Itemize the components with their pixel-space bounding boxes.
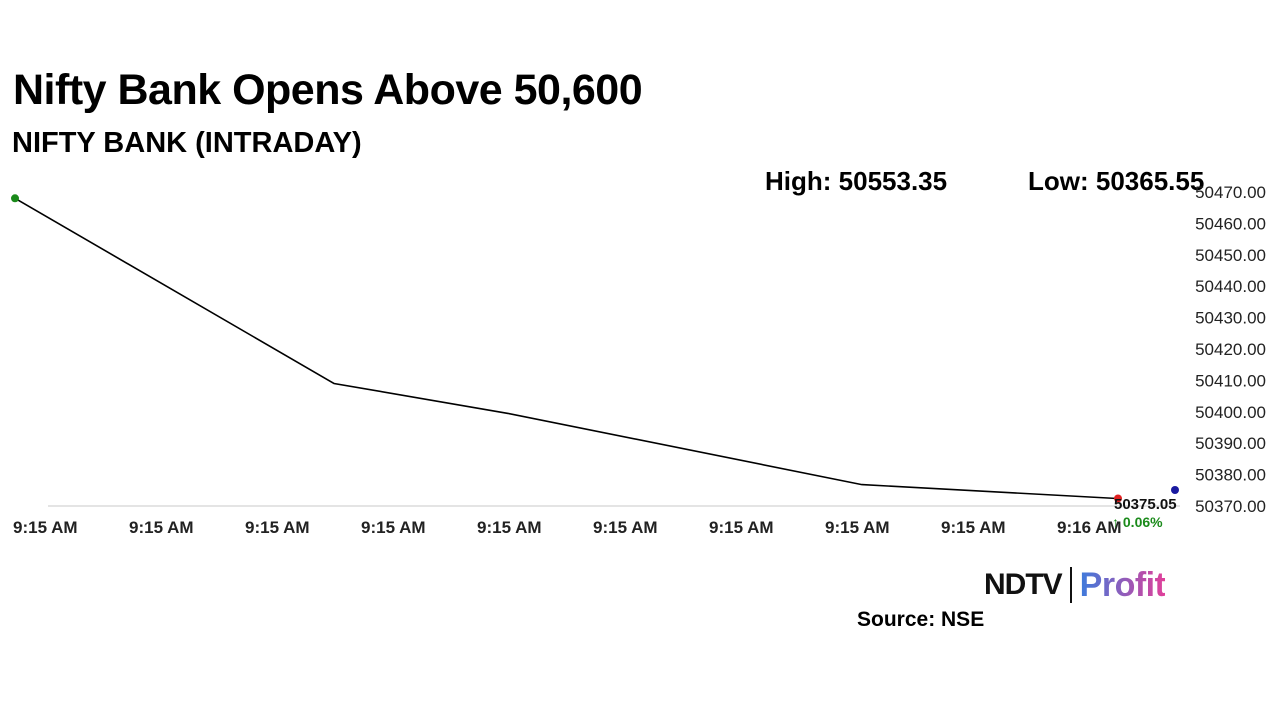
x-tick-label: 9:15 AM bbox=[477, 518, 542, 537]
change-label: ↑ 0.06% bbox=[1112, 514, 1163, 530]
last-value-label: 50375.05 bbox=[1114, 496, 1177, 513]
y-tick-label: 50410.00 bbox=[1195, 371, 1266, 390]
high-value: High: 50553.35 bbox=[765, 166, 948, 196]
y-tick-label: 50450.00 bbox=[1195, 246, 1266, 265]
y-tick-label: 50470.00 bbox=[1195, 183, 1266, 202]
source-note: Source: NSE bbox=[857, 608, 985, 631]
y-tick-label: 50430.00 bbox=[1195, 309, 1266, 328]
profit-logo-text: Profit bbox=[1079, 565, 1166, 604]
y-tick-label: 50390.00 bbox=[1195, 434, 1266, 453]
y-tick-label: 50420.00 bbox=[1195, 340, 1266, 359]
x-tick-label: 9:15 AM bbox=[709, 518, 774, 537]
chart-subtitle: NIFTY BANK (INTRADAY) bbox=[12, 127, 362, 159]
x-tick-label: 9:15 AM bbox=[245, 518, 310, 537]
x-tick-label: 9:15 AM bbox=[361, 518, 426, 537]
x-tick-label: 9:15 AM bbox=[593, 518, 658, 537]
series-line bbox=[14, 197, 1118, 500]
x-tick-label: 9:15 AM bbox=[825, 518, 890, 537]
y-tick-label: 50400.00 bbox=[1195, 403, 1266, 422]
reference-marker bbox=[1171, 486, 1179, 494]
low-value: Low: 50365.55 bbox=[1028, 166, 1205, 196]
x-tick-label: 9:15 AM bbox=[13, 518, 78, 537]
logo-divider bbox=[1069, 567, 1072, 603]
ndtv-profit-logo: NDTV Profit bbox=[984, 563, 1166, 607]
y-tick-label: 50370.00 bbox=[1195, 497, 1266, 516]
x-tick-label: 9:16 AM bbox=[1057, 518, 1122, 537]
y-tick-label: 50380.00 bbox=[1195, 466, 1266, 485]
ndtv-logo-text: NDTV bbox=[984, 568, 1063, 601]
chart-title: Nifty Bank Opens Above 50,600 bbox=[13, 66, 643, 114]
last-point-marker bbox=[1114, 494, 1122, 503]
y-tick-label: 50460.00 bbox=[1195, 214, 1266, 233]
x-tick-label: 9:15 AM bbox=[129, 518, 194, 537]
x-tick-label: 9:15 AM bbox=[941, 518, 1006, 537]
y-tick-label: 50440.00 bbox=[1195, 277, 1266, 296]
start-point-marker bbox=[11, 194, 19, 203]
